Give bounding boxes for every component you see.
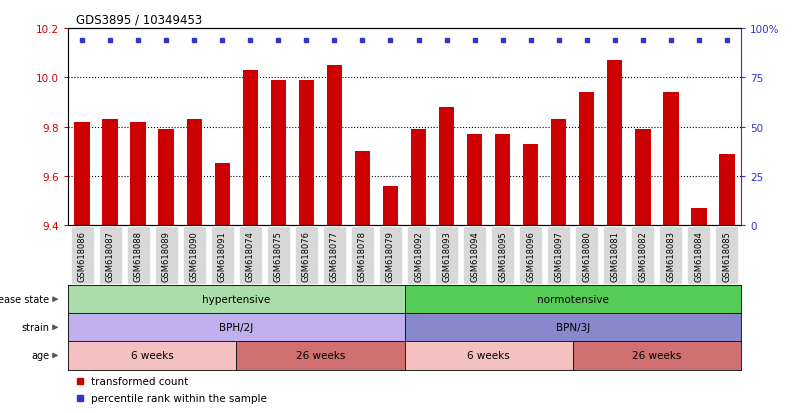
Text: percentile rank within the sample: percentile rank within the sample xyxy=(91,393,267,403)
Bar xyxy=(579,93,594,413)
Text: 6 weeks: 6 weeks xyxy=(467,351,510,361)
Text: disease state: disease state xyxy=(0,294,49,304)
Bar xyxy=(103,120,118,413)
Text: GSM618083: GSM618083 xyxy=(666,230,675,281)
Bar xyxy=(355,152,370,413)
FancyBboxPatch shape xyxy=(491,227,514,284)
FancyBboxPatch shape xyxy=(127,227,150,284)
Bar xyxy=(327,66,342,413)
FancyBboxPatch shape xyxy=(70,227,94,284)
FancyBboxPatch shape xyxy=(183,227,206,284)
Text: GSM618084: GSM618084 xyxy=(694,230,703,281)
FancyBboxPatch shape xyxy=(239,227,262,284)
Bar xyxy=(523,145,538,413)
Text: GSM618077: GSM618077 xyxy=(330,230,339,281)
Text: hypertensive: hypertensive xyxy=(202,294,271,304)
Text: GSM618092: GSM618092 xyxy=(414,230,423,281)
Text: strain: strain xyxy=(21,323,49,332)
Text: GSM618085: GSM618085 xyxy=(723,230,731,281)
FancyBboxPatch shape xyxy=(323,227,346,284)
FancyBboxPatch shape xyxy=(715,227,739,284)
Text: GSM618086: GSM618086 xyxy=(78,230,87,281)
FancyBboxPatch shape xyxy=(99,227,122,284)
Bar xyxy=(607,61,622,413)
FancyBboxPatch shape xyxy=(659,227,682,284)
Bar xyxy=(131,122,146,413)
FancyBboxPatch shape xyxy=(603,227,626,284)
Bar xyxy=(383,186,398,413)
Text: BPN/3J: BPN/3J xyxy=(556,323,590,332)
FancyBboxPatch shape xyxy=(687,227,710,284)
Bar xyxy=(439,107,454,413)
Text: GSM618079: GSM618079 xyxy=(386,230,395,281)
Bar xyxy=(411,130,426,413)
FancyBboxPatch shape xyxy=(575,227,598,284)
FancyBboxPatch shape xyxy=(463,227,486,284)
FancyBboxPatch shape xyxy=(379,227,402,284)
Bar xyxy=(243,71,258,413)
Text: BPH/2J: BPH/2J xyxy=(219,323,253,332)
Text: GSM618097: GSM618097 xyxy=(554,230,563,281)
Text: GSM618096: GSM618096 xyxy=(526,230,535,281)
FancyBboxPatch shape xyxy=(295,227,318,284)
Text: GSM618091: GSM618091 xyxy=(218,230,227,281)
FancyBboxPatch shape xyxy=(407,227,430,284)
Bar xyxy=(719,154,735,413)
Text: GSM618090: GSM618090 xyxy=(190,230,199,281)
Text: 6 weeks: 6 weeks xyxy=(131,351,174,361)
Text: GSM618088: GSM618088 xyxy=(134,230,143,281)
Text: 26 weeks: 26 weeks xyxy=(296,351,345,361)
Text: GSM618089: GSM618089 xyxy=(162,230,171,281)
Text: GSM618095: GSM618095 xyxy=(498,230,507,281)
Text: GSM618094: GSM618094 xyxy=(470,230,479,281)
Bar xyxy=(159,130,174,413)
Text: GSM618087: GSM618087 xyxy=(106,230,115,281)
Bar xyxy=(635,130,650,413)
Text: 26 weeks: 26 weeks xyxy=(632,351,682,361)
Text: GSM618075: GSM618075 xyxy=(274,230,283,281)
Bar xyxy=(271,81,286,413)
FancyBboxPatch shape xyxy=(351,227,374,284)
Text: GSM618081: GSM618081 xyxy=(610,230,619,281)
Text: GSM618078: GSM618078 xyxy=(358,230,367,281)
Bar xyxy=(299,81,314,413)
Bar xyxy=(215,164,230,413)
Text: GDS3895 / 10349453: GDS3895 / 10349453 xyxy=(76,14,203,27)
Bar xyxy=(74,122,90,413)
FancyBboxPatch shape xyxy=(631,227,654,284)
Text: GSM618074: GSM618074 xyxy=(246,230,255,281)
Text: normotensive: normotensive xyxy=(537,294,609,304)
Bar xyxy=(467,135,482,413)
Bar xyxy=(187,120,202,413)
Bar xyxy=(663,93,678,413)
FancyBboxPatch shape xyxy=(547,227,570,284)
FancyBboxPatch shape xyxy=(435,227,458,284)
Bar xyxy=(495,135,510,413)
FancyBboxPatch shape xyxy=(519,227,542,284)
FancyBboxPatch shape xyxy=(155,227,178,284)
Text: age: age xyxy=(31,351,49,361)
Bar xyxy=(691,208,706,413)
Text: GSM618080: GSM618080 xyxy=(582,230,591,281)
Bar xyxy=(551,120,566,413)
Text: transformed count: transformed count xyxy=(91,376,187,386)
Text: GSM618076: GSM618076 xyxy=(302,230,311,281)
FancyBboxPatch shape xyxy=(267,227,290,284)
Text: GSM618082: GSM618082 xyxy=(638,230,647,281)
Text: GSM618093: GSM618093 xyxy=(442,230,451,281)
FancyBboxPatch shape xyxy=(211,227,234,284)
